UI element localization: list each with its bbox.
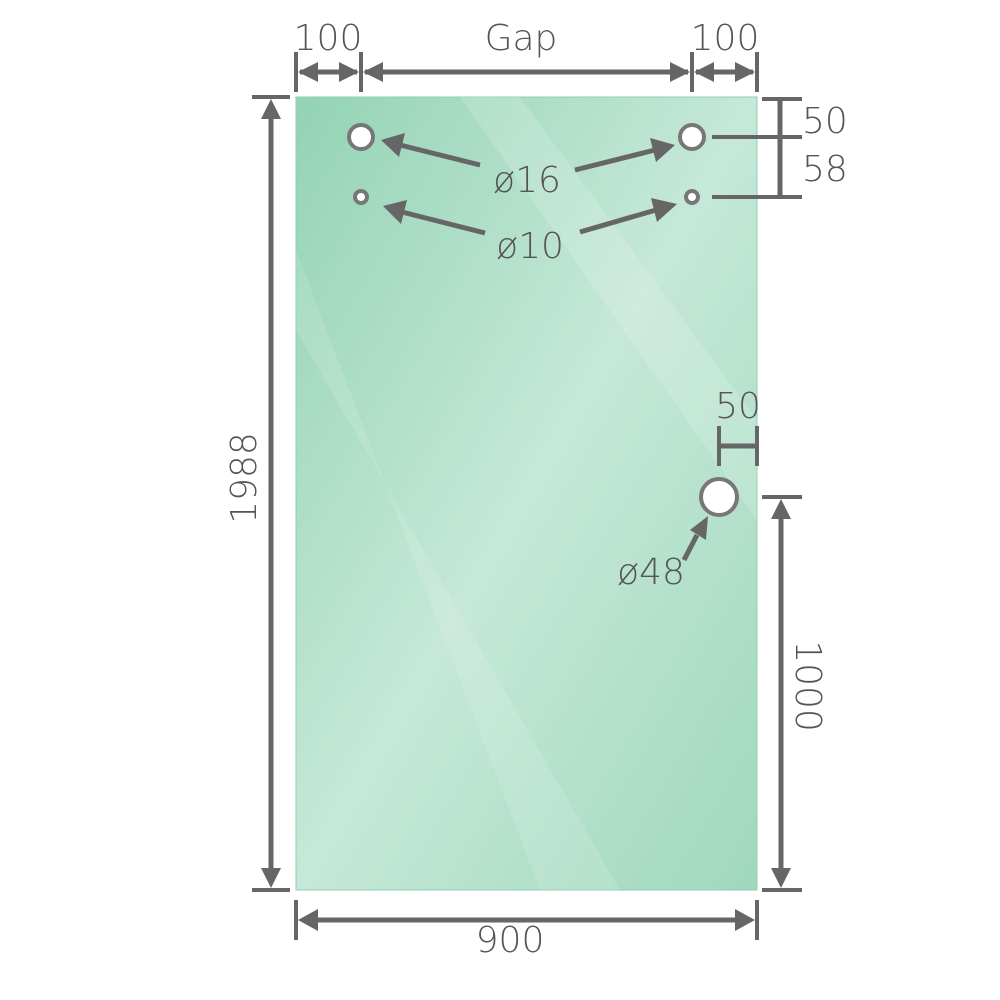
height-label: 1988 bbox=[224, 432, 265, 524]
gap-label: Gap bbox=[485, 18, 558, 59]
big-hole-height-dimension: 1000 bbox=[762, 495, 828, 892]
hole-16-left bbox=[347, 123, 375, 151]
edge-to-big-hole-dimension: 50 bbox=[715, 386, 761, 466]
hole-vertical-dimensions: 50 58 bbox=[712, 97, 848, 199]
hole-16-right bbox=[678, 123, 706, 151]
big-hole-height-label: 1000 bbox=[787, 640, 828, 732]
edge-to-big-hole-label: 50 bbox=[715, 386, 761, 427]
hole-10-right bbox=[684, 189, 700, 205]
left-offset-label: 100 bbox=[294, 18, 363, 59]
holes bbox=[347, 123, 739, 517]
hole-spacing-label: 58 bbox=[802, 149, 848, 190]
top-dimensions: 100 Gap 100 bbox=[294, 18, 760, 92]
hole-10-label: ø10 bbox=[496, 226, 564, 267]
right-offset-label: 100 bbox=[691, 18, 760, 59]
hole-callouts: ø16 ø10 ø48 bbox=[381, 133, 708, 593]
height-dimension: 1988 bbox=[224, 95, 290, 892]
width-label: 900 bbox=[476, 920, 545, 961]
hole-10-left bbox=[353, 189, 369, 205]
top-to-hole-label: 50 bbox=[802, 101, 848, 142]
width-dimension: 900 bbox=[294, 900, 759, 961]
hole-16-label: ø16 bbox=[493, 160, 561, 201]
big-hole-label: ø48 bbox=[617, 552, 685, 593]
glass-panel bbox=[295, 96, 758, 891]
hole-48 bbox=[699, 477, 739, 517]
